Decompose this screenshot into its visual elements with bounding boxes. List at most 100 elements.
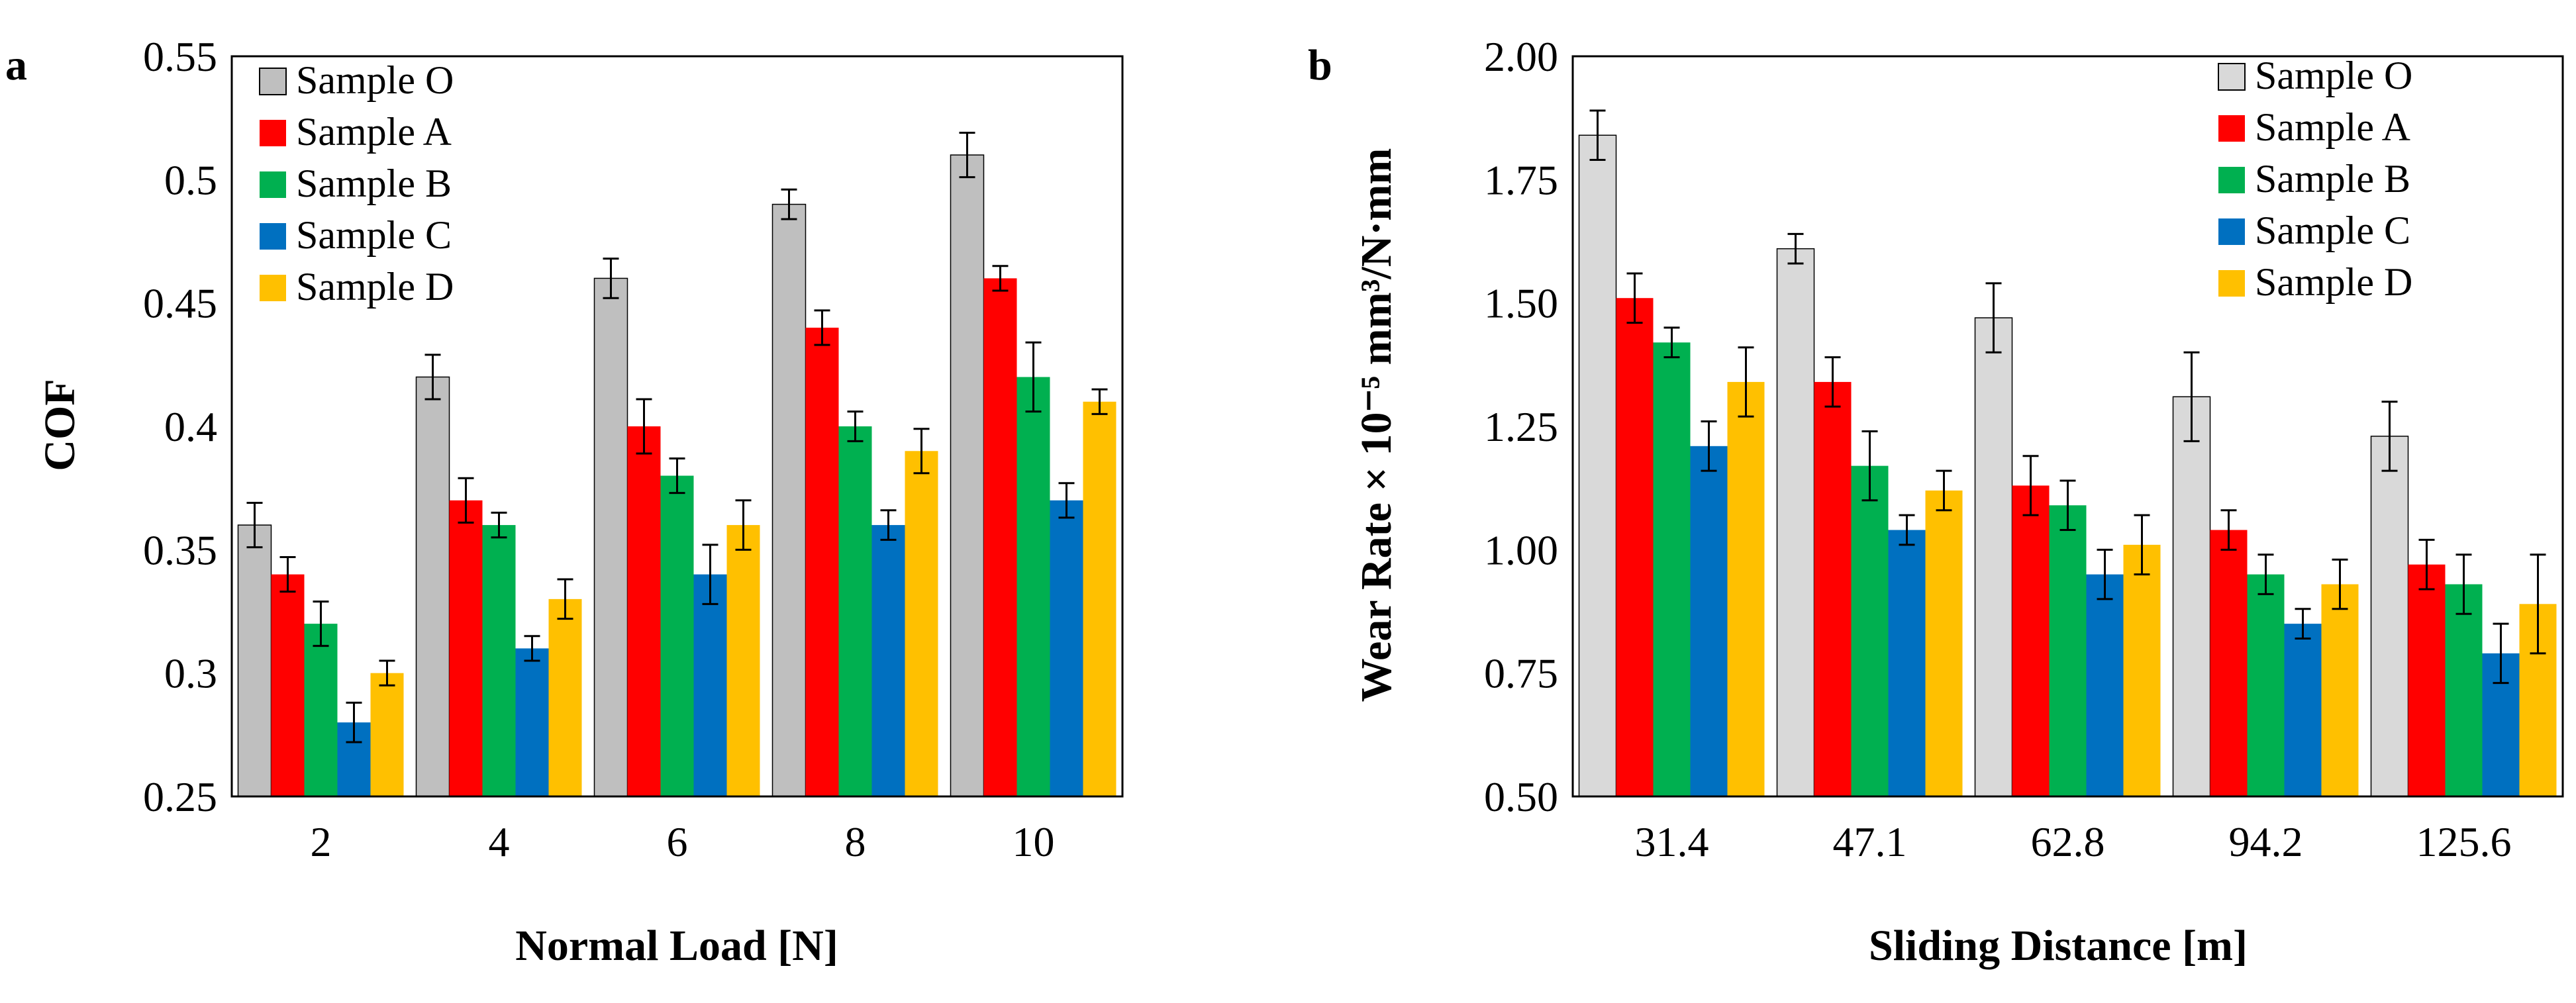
bar (2370, 436, 2409, 797)
error-bar (313, 600, 329, 647)
error-bar (992, 265, 1009, 292)
bar (2284, 624, 2322, 796)
x-tick-label: 6 (667, 818, 688, 865)
error-bar (1091, 388, 1108, 415)
bar (1083, 401, 1116, 796)
error-bar (603, 258, 619, 299)
error-bar (913, 428, 930, 475)
bar (1974, 317, 2013, 797)
legend-item: Sample C (2218, 209, 2410, 252)
bar (1888, 530, 1926, 796)
legend-label: Sample C (2255, 209, 2410, 252)
y-tick-label: 0.75 (1484, 650, 1558, 697)
error-bar (2022, 455, 2039, 516)
x-tick-label: 47.1 (1833, 818, 1907, 865)
legend-swatch (260, 171, 286, 198)
error-bar (2097, 548, 2113, 600)
bar (2247, 574, 2285, 796)
error-bar (1787, 232, 1804, 265)
error-bar (702, 544, 718, 605)
legend-label: Sample C (296, 213, 452, 257)
legend-a: Sample O Sample A Sample B Sample C Sample D (259, 58, 454, 309)
error-bar (2220, 509, 2237, 551)
bar (871, 525, 905, 796)
error-bar (1861, 430, 1878, 502)
legend-item: Sample B (260, 162, 452, 205)
error-bar (424, 354, 441, 401)
error-bar (735, 499, 752, 551)
x-tick-label: 62.8 (2031, 818, 2105, 865)
error-bars-b (1589, 109, 2546, 685)
error-bar (959, 132, 975, 179)
bar (2123, 544, 2161, 796)
y-tick-label: 0.50 (1484, 773, 1558, 820)
bar (482, 525, 516, 796)
y-axis-title-b-text: Wear Rate × 10⁻⁵ mm³/N·mm (1352, 148, 1401, 702)
error-bar (880, 509, 897, 541)
x-tick-label: 2 (311, 818, 332, 865)
bar (271, 574, 305, 796)
legend-label: Sample B (2255, 157, 2410, 201)
x-axis-title-a: Normal Load [N] (515, 922, 838, 970)
bar (237, 524, 272, 797)
error-bar (524, 635, 540, 662)
legend-label: Sample D (296, 265, 454, 309)
bar (950, 154, 985, 797)
bar (304, 624, 338, 796)
error-bar (1701, 420, 1717, 472)
error-bar (2381, 401, 2398, 472)
x-tick-label: 125.6 (2416, 818, 2512, 865)
legend-item: Sample C (260, 213, 452, 257)
error-bar (2493, 622, 2509, 685)
legend-swatch (260, 223, 286, 250)
bar (2012, 485, 2050, 796)
bars-a (237, 154, 1116, 797)
y-tick-label: 0.55 (143, 33, 217, 80)
x-tick-label: 94.2 (2229, 818, 2303, 865)
x-axis-title-b: Sliding Distance [m] (1869, 922, 2248, 970)
error-bar (847, 410, 864, 442)
error-bar (491, 511, 507, 539)
chart-panel-a: a COF Normal Load [N] 0.25 0.3 0.35 0.4 0.45… (5, 33, 1124, 970)
y-tick-label: 2.00 (1484, 33, 1558, 80)
bar (1653, 342, 1691, 796)
error-bar (1663, 326, 1680, 359)
panel-label-b: b (1308, 41, 1332, 89)
error-bar (2134, 514, 2150, 576)
bar (2049, 505, 2087, 796)
bar (1050, 500, 1083, 796)
x-tick-label: 31.4 (1635, 818, 1709, 865)
bar (693, 574, 727, 796)
bar (548, 598, 582, 796)
panel-label-a: a (5, 41, 27, 89)
error-bar (2059, 479, 2076, 532)
bar (627, 426, 661, 796)
bar (660, 475, 694, 796)
bar (1616, 298, 1654, 796)
bar (771, 203, 807, 797)
error-bar (2295, 608, 2311, 640)
bar (2445, 584, 2483, 796)
y-tick-labels-a: 0.25 0.3 0.35 0.4 0.45 0.5 0.55 (143, 33, 217, 820)
bar (415, 376, 450, 797)
bar (593, 277, 628, 797)
legend-swatch (260, 275, 286, 301)
bar (1016, 377, 1050, 796)
y-tick-label: 1.50 (1484, 280, 1558, 327)
x-tick-labels-b: 31.4 47.1 62.8 94.2 125.6 (1635, 818, 2512, 865)
bar (2172, 396, 2211, 797)
bar (370, 673, 404, 796)
error-bar (2332, 558, 2348, 610)
error-bar (1589, 109, 1606, 162)
bar (1727, 381, 1765, 796)
legend-item: Sample A (260, 110, 452, 154)
chart-panel-b: b Wear Rate × 10⁻⁵ mm³/N·mm Sliding Dist… (1308, 33, 2564, 970)
y-tick-label: 0.35 (143, 526, 217, 573)
legend-item: Sample D (260, 265, 454, 309)
legend-item: Sample A (2218, 105, 2410, 149)
error-bar (1738, 346, 1754, 418)
error-bar (2530, 553, 2546, 655)
bars-b (1578, 134, 2557, 797)
error-bar (1626, 272, 1643, 324)
